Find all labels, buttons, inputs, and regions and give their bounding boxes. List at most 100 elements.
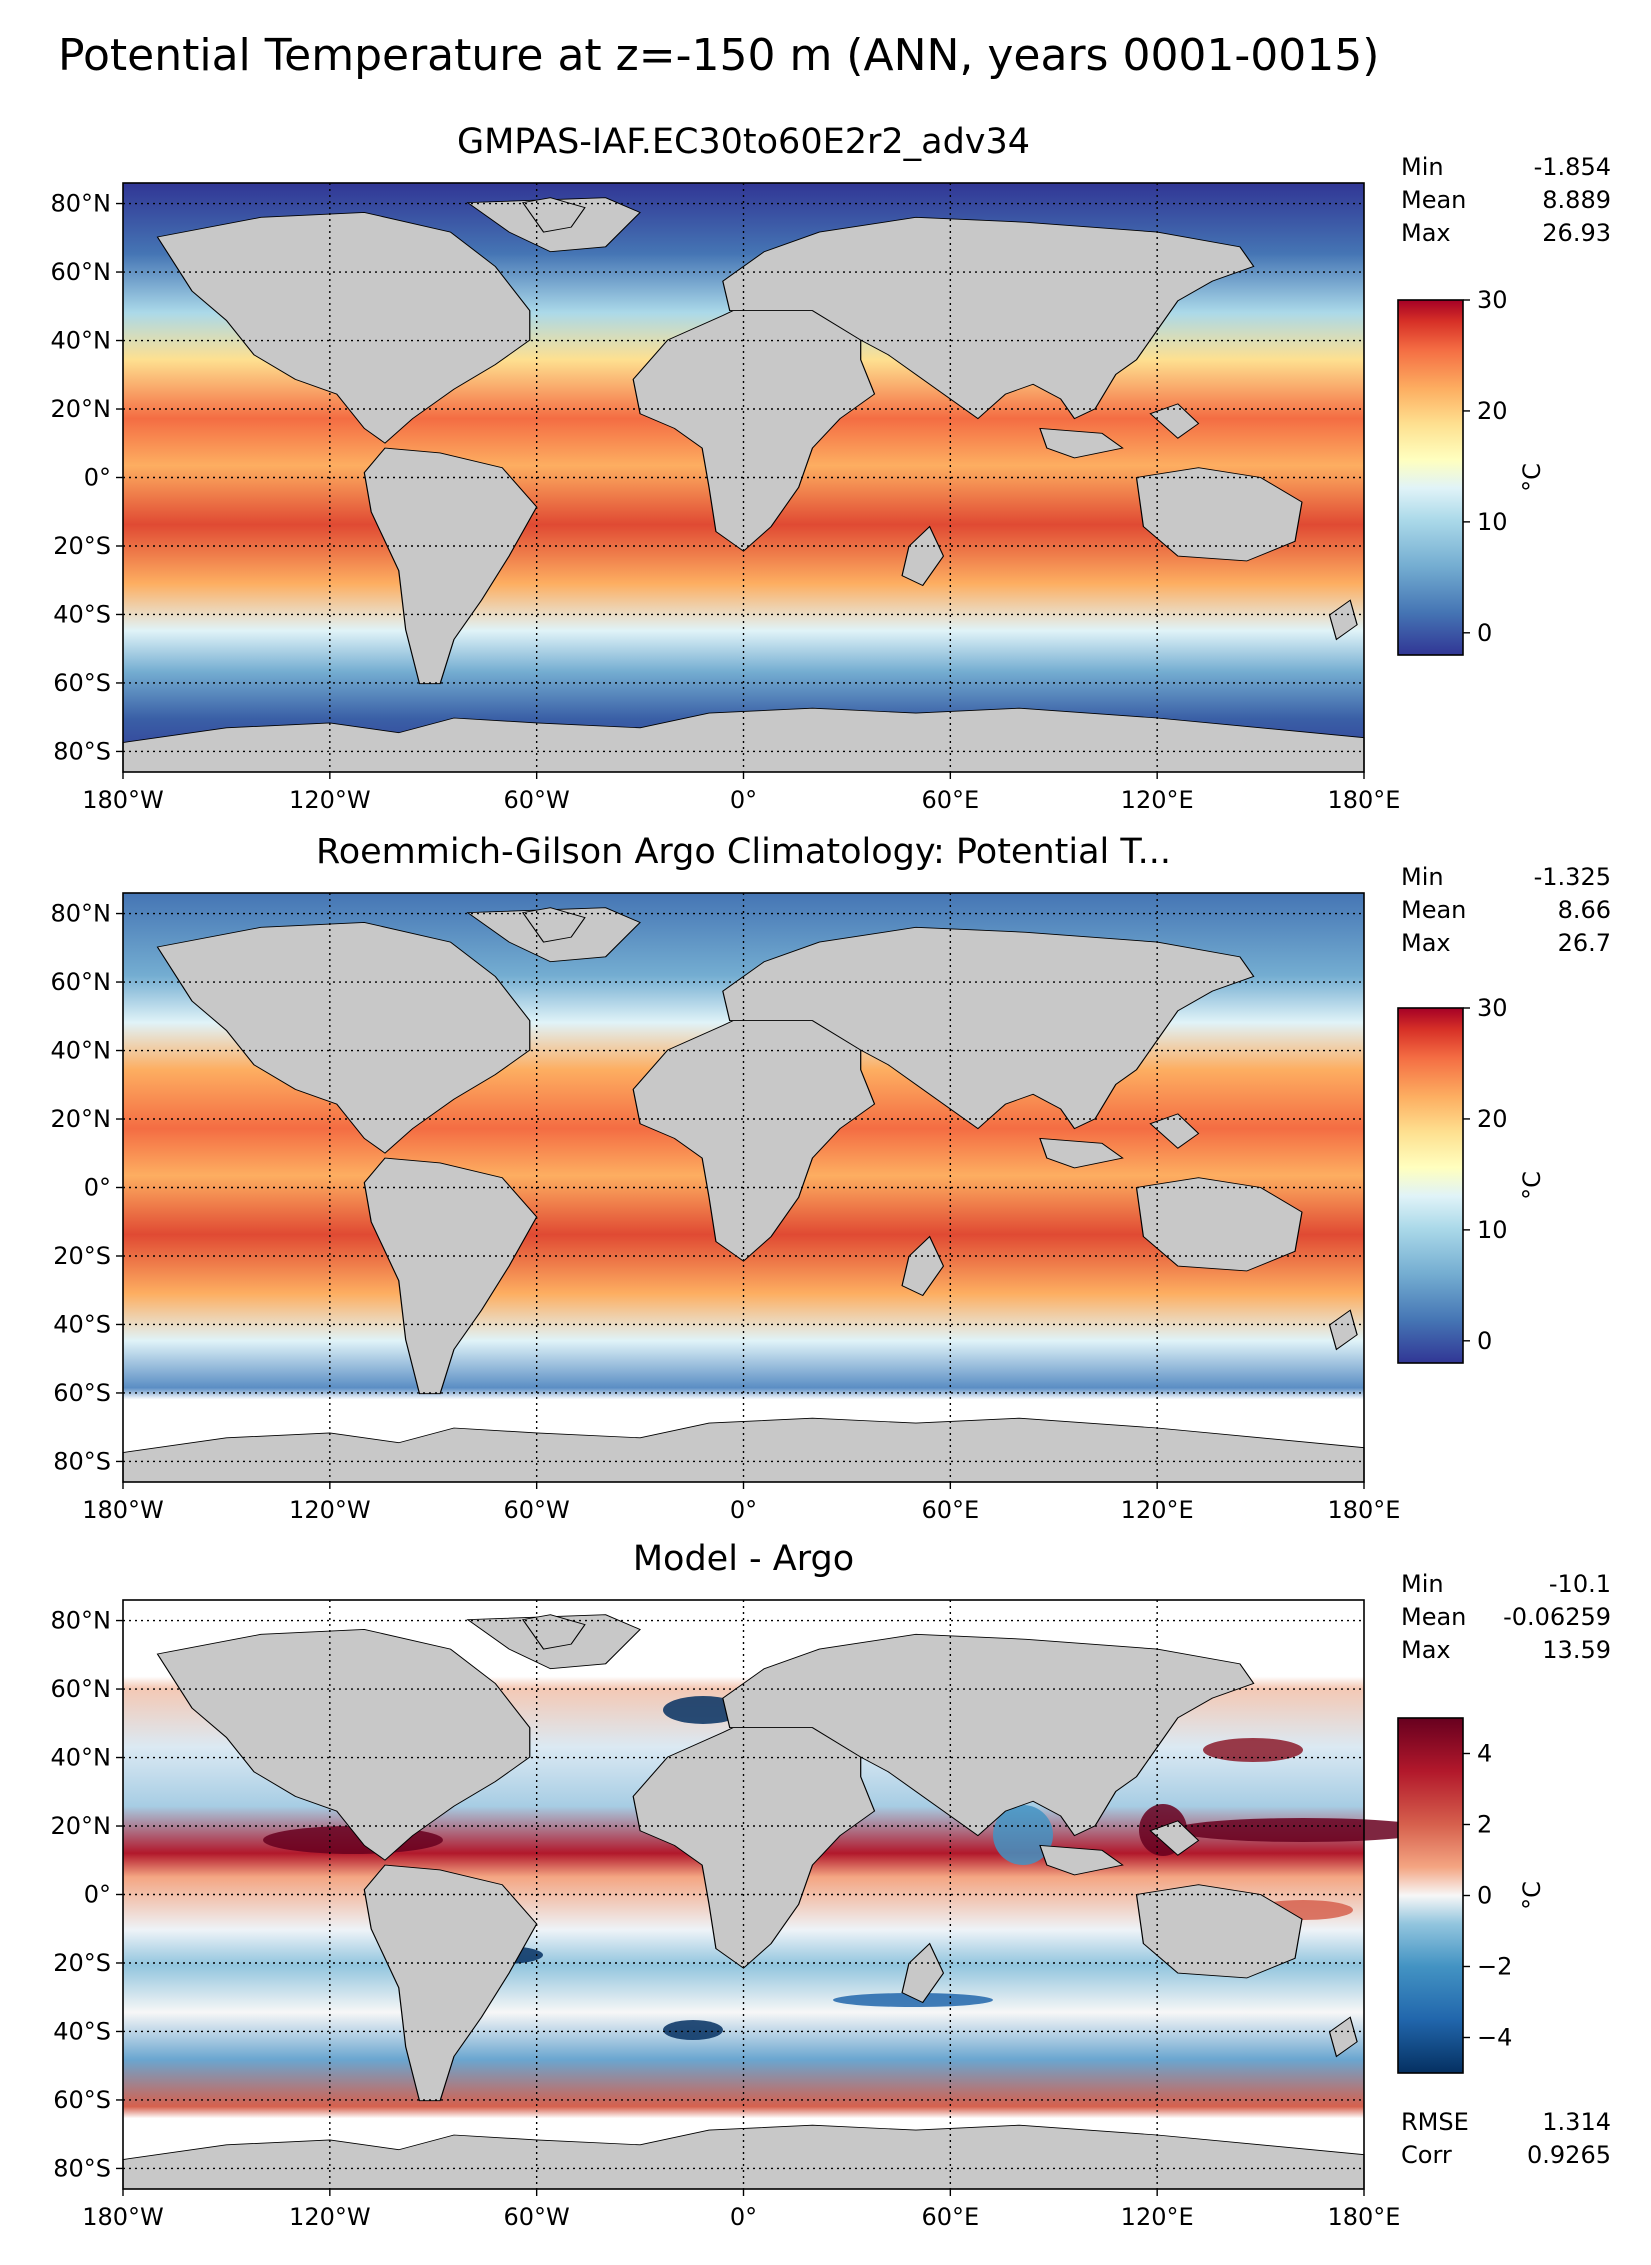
- lon-tick-label: 180°W: [82, 2203, 164, 2231]
- colorbar-unit-label: °C: [1518, 1171, 1546, 1200]
- stat-value-min: -1.325: [1534, 863, 1611, 891]
- lat-tick-label: 0°: [84, 1174, 111, 1202]
- anomaly-region: [663, 1696, 743, 1724]
- lon-tick-label: 120°E: [1121, 1496, 1194, 1524]
- lat-tick-label: 80°S: [53, 2154, 111, 2182]
- colorbar-tick-label: 10: [1477, 1216, 1508, 1244]
- stat-label-max: Max: [1401, 219, 1451, 247]
- lon-tick-label: 120°W: [289, 2203, 371, 2231]
- lon-tick-label: 0°: [730, 2203, 757, 2231]
- stat-label-max: Max: [1401, 929, 1451, 957]
- colorbar-tick-label: 30: [1477, 994, 1508, 1022]
- lat-tick-label: 20°N: [51, 1105, 112, 1133]
- lat-tick-label: 40°S: [53, 600, 111, 628]
- lat-tick-label: 40°S: [53, 2017, 111, 2045]
- stat-label-corr: Corr: [1401, 2141, 1452, 2169]
- colorbar: [1397, 1717, 1464, 2074]
- lat-tick-label: 20°S: [53, 1949, 111, 1977]
- anomaly-region: [993, 1805, 1053, 1865]
- lat-tick-label: 80°N: [51, 900, 112, 928]
- colorbar-tick-label: 20: [1477, 1105, 1508, 1133]
- lat-tick-label: 60°N: [51, 258, 112, 286]
- lon-tick-label: 60°E: [921, 2203, 979, 2231]
- lon-tick-label: 60°W: [504, 786, 570, 814]
- lat-tick-label: 0°: [84, 1881, 111, 1909]
- stat-value-min: -10.1: [1549, 1570, 1611, 1598]
- stat-label-rmse: RMSE: [1401, 2108, 1469, 2136]
- stat-value-mean: 8.889: [1542, 186, 1611, 214]
- lon-tick-label: 120°W: [289, 1496, 371, 1524]
- lat-tick-label: 60°N: [51, 968, 112, 996]
- lon-tick-label: 60°E: [921, 786, 979, 814]
- lat-tick-label: 80°S: [53, 737, 111, 765]
- anomaly-region: [1173, 1818, 1433, 1842]
- stat-label-mean: Mean: [1401, 186, 1466, 214]
- stat-value-max: 26.93: [1542, 219, 1611, 247]
- colorbar-tick-label: −4: [1477, 2024, 1512, 2052]
- lat-tick-label: 40°S: [53, 1310, 111, 1338]
- colorbar-tick-label: 0: [1477, 1327, 1492, 1355]
- colorbar: [1397, 299, 1464, 656]
- stat-value-min: -1.854: [1534, 153, 1611, 181]
- stat-value-corr: 0.9265: [1527, 2141, 1611, 2169]
- colorbar-tick-label: 20: [1477, 397, 1508, 425]
- panel-title: Model - Argo: [633, 1539, 854, 1579]
- lat-tick-label: 80°S: [53, 1447, 111, 1475]
- lat-tick-label: 60°S: [53, 1379, 111, 1407]
- lon-tick-label: 0°: [730, 786, 757, 814]
- lon-tick-label: 120°E: [1121, 2203, 1194, 2231]
- lon-tick-label: 60°W: [504, 1496, 570, 1524]
- stat-label-min: Min: [1401, 863, 1444, 891]
- lat-tick-label: 40°N: [51, 1744, 112, 1772]
- map-panel-3: Model - Argo 80°N 60°N 40°N 20°N 0° 20°S 40°S 60…: [51, 1539, 1612, 2231]
- anomaly-region: [833, 1993, 993, 2007]
- lon-tick-label: 180°E: [1328, 786, 1401, 814]
- colorbar-tick-label: 4: [1477, 1740, 1492, 1768]
- lat-tick-label: 20°N: [51, 1812, 112, 1840]
- lon-tick-label: 120°W: [289, 786, 371, 814]
- colorbar-tick-label: 10: [1477, 508, 1508, 536]
- lon-tick-label: 180°E: [1328, 2203, 1401, 2231]
- colorbar: [1397, 1007, 1464, 1364]
- panel-title: Roemmich-Gilson Argo Climatology: Potent…: [316, 832, 1171, 872]
- lat-tick-label: 60°S: [53, 669, 111, 697]
- stat-value-max: 26.7: [1558, 929, 1611, 957]
- anomaly-region: [1203, 1738, 1303, 1762]
- lon-tick-label: 120°E: [1121, 786, 1194, 814]
- colorbar-tick-label: 0: [1477, 1882, 1492, 1910]
- lat-tick-label: 0°: [84, 464, 111, 492]
- colorbar-tick-label: 30: [1477, 286, 1508, 314]
- lat-tick-label: 60°N: [51, 1675, 112, 1703]
- colorbar-tick-label: 0: [1477, 619, 1492, 647]
- stat-label-min: Min: [1401, 153, 1444, 181]
- lon-tick-label: 180°W: [82, 786, 164, 814]
- lon-tick-label: 60°W: [504, 2203, 570, 2231]
- figure-title: Potential Temperature at z=-150 m (ANN, …: [58, 30, 1379, 81]
- stat-value-mean: -0.06259: [1503, 1603, 1611, 1631]
- map-panel-2: Roemmich-Gilson Argo Climatology: Potent…: [51, 832, 1612, 1524]
- lat-tick-label: 20°N: [51, 395, 112, 423]
- colorbar-unit-label: °C: [1518, 463, 1546, 492]
- lat-tick-label: 20°S: [53, 1242, 111, 1270]
- panel-title: GMPAS-IAF.EC30to60E2r2_adv34: [457, 122, 1030, 162]
- stat-value-rmse: 1.314: [1542, 2108, 1611, 2136]
- map-panel-1: GMPAS-IAF.EC30to60E2r2_adv34 80°N 60°N 40°N…: [51, 122, 1612, 814]
- lon-tick-label: 60°E: [921, 1496, 979, 1524]
- lat-tick-label: 80°N: [51, 1607, 112, 1635]
- stat-label-min: Min: [1401, 1570, 1444, 1598]
- colorbar-tick-label: 2: [1477, 1811, 1492, 1839]
- stat-label-mean: Mean: [1401, 1603, 1466, 1631]
- colorbar-tick-label: −2: [1477, 1953, 1512, 1981]
- lat-tick-label: 20°S: [53, 532, 111, 560]
- anomaly-region: [663, 2020, 723, 2040]
- stat-label-mean: Mean: [1401, 896, 1466, 924]
- stat-value-mean: 8.66: [1558, 896, 1611, 924]
- lat-tick-label: 40°N: [51, 327, 112, 355]
- lon-tick-label: 0°: [730, 1496, 757, 1524]
- lat-tick-label: 80°N: [51, 190, 112, 218]
- lon-tick-label: 180°E: [1328, 1496, 1401, 1524]
- stat-label-max: Max: [1401, 1636, 1451, 1664]
- lat-tick-label: 60°S: [53, 2086, 111, 2114]
- colorbar-unit-label: °C: [1518, 1881, 1546, 1910]
